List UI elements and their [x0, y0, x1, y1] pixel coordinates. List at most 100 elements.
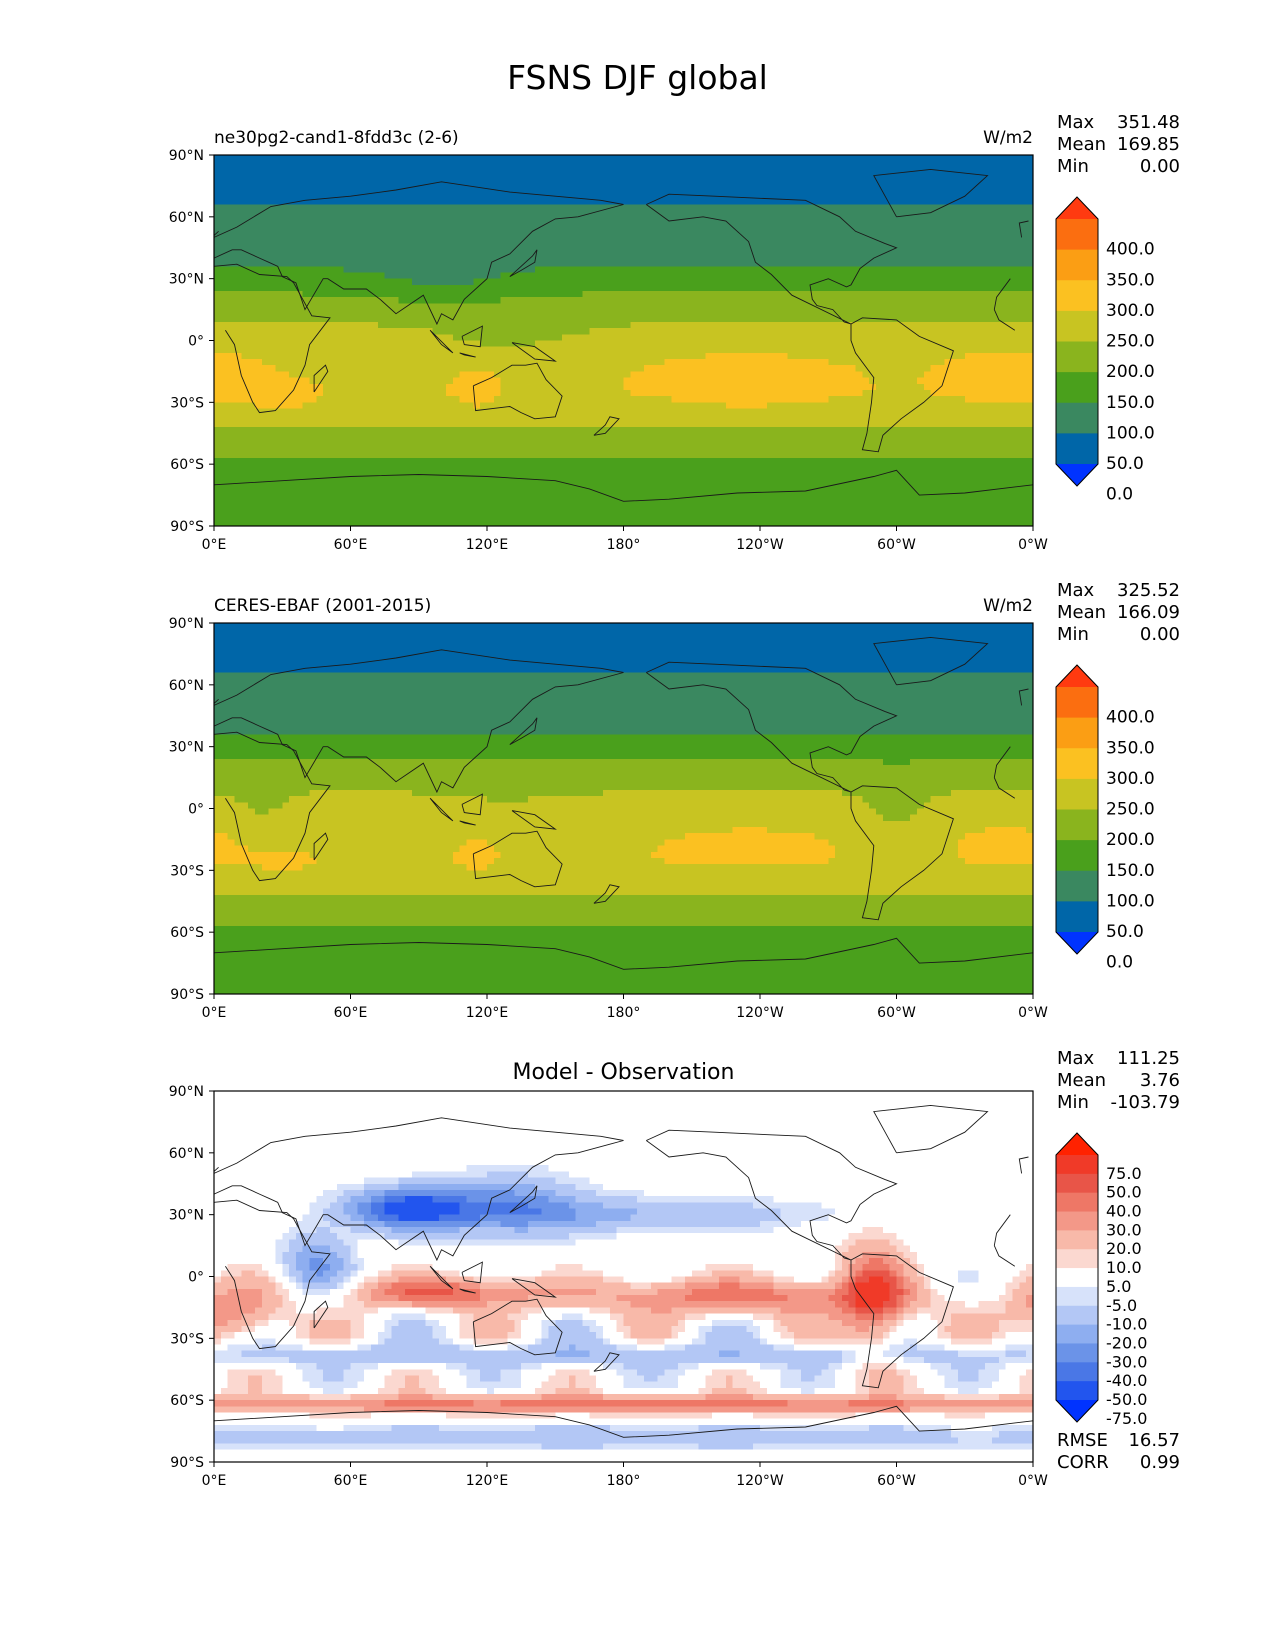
map-cell [405, 1196, 433, 1203]
map-cell [275, 1257, 283, 1265]
map-cell [589, 1387, 604, 1395]
map-cell [432, 1196, 468, 1203]
map-cell [459, 1325, 474, 1333]
map-cell [916, 1307, 1007, 1315]
panel-left-title: ne30pg2-cand1-8fdd3c (2-6) [214, 128, 459, 148]
map-cell [214, 1412, 311, 1420]
map-cell [855, 1369, 870, 1377]
map-cell [766, 1338, 795, 1346]
colorbar-swatch [1056, 687, 1098, 719]
map-cell [787, 1363, 829, 1370]
map-cell [214, 1214, 304, 1222]
colorbar-swatch [1056, 717, 1098, 749]
map-cell [780, 1214, 829, 1222]
map-cell [998, 1369, 1027, 1377]
lon-tick-label: 60°W [877, 1473, 916, 1489]
map-cell [500, 272, 1034, 280]
map-cell [609, 1313, 625, 1321]
map-cell [214, 291, 304, 298]
map-cell [596, 1375, 625, 1383]
coastline [213, 698, 219, 704]
map-cell [882, 1276, 898, 1284]
map-cell [364, 1369, 393, 1377]
map-cell [705, 352, 788, 360]
map-cell [603, 1202, 754, 1210]
map-cell [220, 1338, 256, 1346]
map-cell [323, 1189, 345, 1197]
map-cell [623, 1332, 631, 1339]
map-cell [746, 1369, 782, 1377]
stat-label: Min [1057, 624, 1089, 645]
map-cell [391, 1369, 433, 1377]
colorbar-outline [1055, 664, 1099, 955]
map-cell [275, 1307, 297, 1315]
map-cell [214, 981, 1034, 989]
map-cell [214, 420, 1034, 428]
map-cell [657, 845, 836, 853]
map-cell [330, 1227, 352, 1234]
map-cell [241, 1313, 270, 1321]
map-cell [869, 1375, 904, 1383]
map-cell [916, 808, 1034, 816]
map-cell [336, 1282, 345, 1290]
map-cell [753, 1270, 775, 1278]
map-cell [964, 857, 1034, 865]
map-cell [214, 1208, 311, 1216]
map-cell [350, 1393, 399, 1401]
map-cell [1005, 1350, 1027, 1358]
map-cell [398, 1177, 556, 1185]
map-cell [725, 1375, 734, 1383]
lon-tick-label: 120°W [736, 1473, 784, 1489]
map-cell [214, 297, 399, 304]
map-cell [705, 1264, 754, 1271]
lon-tick-label: 120°W [736, 537, 784, 553]
map-cell [882, 1332, 891, 1339]
map-cell [596, 1288, 659, 1296]
coastline [509, 717, 538, 745]
map-cell [855, 1375, 870, 1383]
coastline [993, 777, 1016, 799]
colorbar-tick-label: -20.0 [1106, 1333, 1147, 1352]
map-cell [295, 1276, 304, 1284]
map-cell [616, 1295, 686, 1302]
map-cell [357, 1270, 379, 1278]
map-cell [254, 1307, 277, 1315]
map-cell [514, 1227, 529, 1234]
map-cell [643, 365, 857, 373]
map-cell [493, 1387, 536, 1395]
map-cell [568, 1202, 604, 1210]
map-cell [275, 1338, 311, 1346]
lon-tick-label: 120°E [466, 1473, 509, 1489]
map-cell [957, 1270, 980, 1278]
map-cell [295, 1307, 317, 1315]
map-cell [766, 827, 986, 834]
map-cell [302, 1245, 331, 1253]
map-cell [780, 1332, 795, 1339]
map-cell [951, 1332, 993, 1339]
map-cell [459, 1313, 474, 1321]
colorbar-extend-min [1056, 1400, 1098, 1422]
map-cell [214, 427, 1034, 434]
map-cell [261, 1387, 283, 1395]
map-cell [712, 1325, 747, 1333]
map-cell [214, 495, 1034, 502]
map-cell [268, 1270, 283, 1278]
colorbar-swatch [1056, 249, 1098, 281]
lon-tick-label: 0°E [202, 1473, 227, 1489]
map-cell [521, 1325, 543, 1333]
map-cell [575, 1375, 597, 1383]
map-cell [637, 1196, 775, 1203]
map-cell [214, 309, 1034, 317]
map-cell [214, 1227, 290, 1234]
map-cell [1012, 1288, 1034, 1296]
map-cell [214, 647, 1034, 655]
map-cell [384, 1208, 461, 1216]
map-cell [275, 1276, 290, 1284]
map-cell [896, 1270, 904, 1278]
map-cell [214, 241, 1034, 249]
map-cell [227, 833, 686, 841]
map-cell [923, 383, 1034, 391]
map-cell [282, 1257, 297, 1265]
map-cell [978, 1387, 1020, 1395]
map-cell [916, 1270, 925, 1278]
